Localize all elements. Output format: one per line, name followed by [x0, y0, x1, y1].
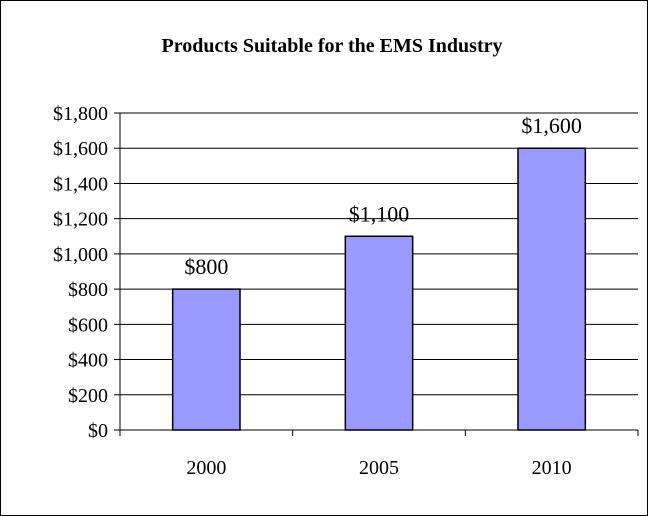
bar — [171, 288, 241, 431]
bar — [344, 235, 414, 431]
data-label: $1,600 — [521, 113, 582, 138]
y-tick-label: $1,600 — [53, 138, 108, 160]
y-tick-label: $1,800 — [53, 103, 108, 125]
y-tick-label: $1,200 — [53, 209, 108, 231]
data-label: $1,100 — [349, 201, 410, 226]
y-tick-label: $600 — [68, 314, 108, 336]
y-tick-label: $400 — [68, 350, 108, 372]
x-tick-label: 2000 — [186, 457, 226, 479]
y-tick-label: $1,400 — [53, 173, 108, 195]
y-tick-label: $200 — [68, 385, 108, 407]
data-label: $800 — [184, 254, 228, 279]
chart-title: Products Suitable for the EMS Industry — [162, 35, 503, 57]
y-tick-label: $800 — [68, 279, 108, 301]
y-tick-label: $0 — [88, 420, 108, 442]
y-tick-label: $1,000 — [53, 244, 108, 266]
x-tick-label: 2005 — [359, 457, 399, 479]
bar — [517, 147, 587, 431]
x-tick-label: 2010 — [532, 457, 572, 479]
